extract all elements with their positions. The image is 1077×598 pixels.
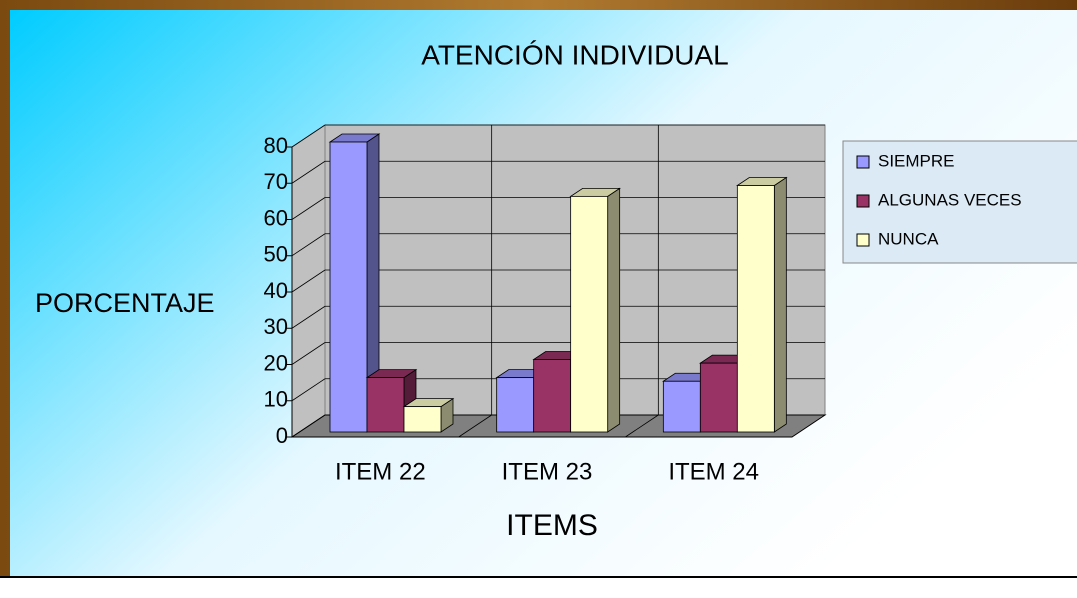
bar-side [607, 187, 621, 433]
y-tick-label: 20 [264, 350, 288, 375]
y-axis-label: PORCENTAJE [35, 288, 215, 318]
grid-line [291, 378, 326, 402]
x-tick-label: ITEM 24 [668, 458, 759, 485]
bar [662, 380, 701, 433]
x-axis-label: ITEMS [506, 509, 598, 542]
grid-line [291, 197, 326, 220]
x-tick-label: ITEM 22 [335, 458, 426, 485]
legend [842, 140, 1077, 264]
y-tick-label: 80 [264, 133, 288, 158]
bar-side [773, 176, 787, 433]
bar [533, 359, 572, 433]
y-tick-label: 0 [276, 423, 288, 448]
legend-swatch [856, 155, 870, 169]
y-tick-label: 60 [264, 205, 288, 230]
chart-title: ATENCIÓN INDIVIDUAL [421, 39, 729, 70]
grid-line [291, 269, 326, 293]
grid-line [291, 233, 326, 257]
bar [496, 377, 535, 433]
legend-swatch [856, 233, 870, 247]
legend-swatch [856, 194, 870, 208]
y-tick-label: 40 [264, 278, 288, 303]
bar [403, 406, 442, 433]
x-tick-label: ITEM 23 [502, 458, 593, 485]
grid-line [291, 305, 326, 329]
grid-line [291, 414, 326, 438]
bar [366, 377, 405, 433]
y-tick-label: 70 [264, 169, 288, 194]
y-tick-label: 10 [264, 387, 288, 412]
legend-label: NUNCA [878, 229, 939, 248]
y-tick-label: 50 [264, 242, 288, 267]
footer [0, 577, 1077, 593]
grid-line [291, 124, 326, 148]
floor-divider [625, 414, 659, 438]
bar [736, 185, 775, 433]
bar [329, 141, 368, 433]
legend-label: ALGUNAS VECES [878, 190, 1022, 209]
grid-line [291, 342, 326, 365]
legend-label: SIEMPRE [878, 151, 955, 170]
floor-divider [458, 414, 492, 438]
y-tick-label: 30 [264, 314, 288, 339]
bar [699, 362, 738, 433]
grid-line [291, 160, 326, 184]
bar [570, 195, 609, 433]
